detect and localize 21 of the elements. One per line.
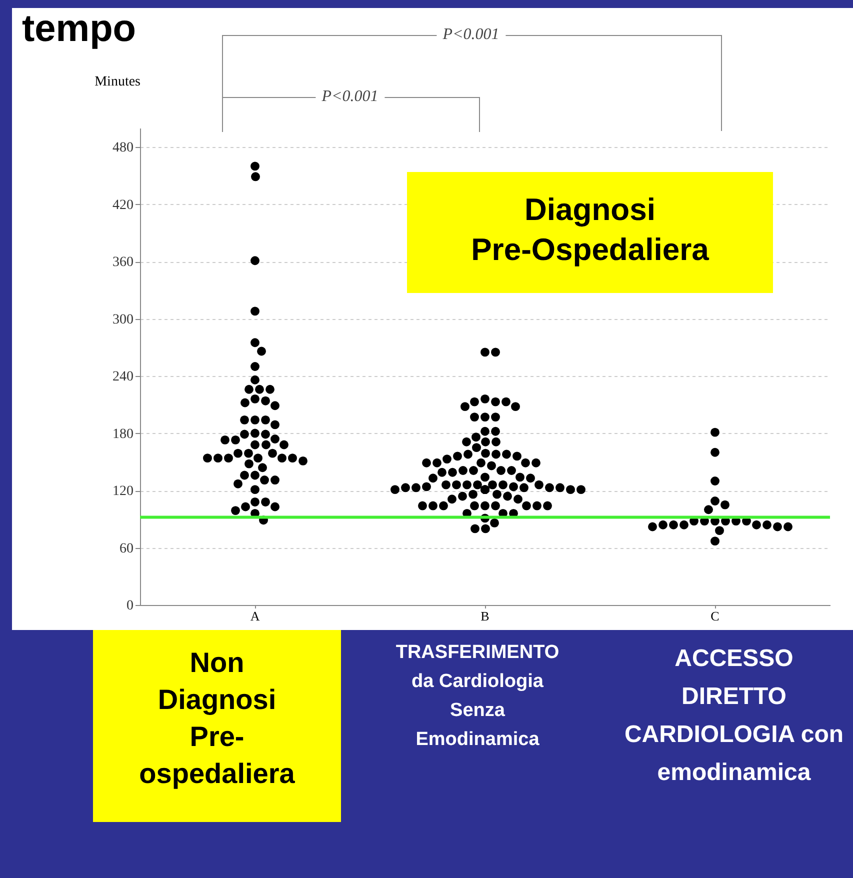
y-tick-label: 480 (112, 140, 134, 156)
chart-title: tempo (22, 8, 136, 51)
text: TRASFERIMENTO da Cardiologia Senza Emodinamica (394, 641, 560, 752)
y-tick-label: 120 (112, 484, 134, 500)
x-tick-label: C (710, 608, 720, 624)
text: Non Diagnosi Pre-ospedaliera (93, 630, 341, 822)
callout-box: Diagnosi Pre-Ospedaliera (407, 172, 773, 293)
y-tick-label: 180 (112, 426, 134, 442)
y-axis-title: Minutes (94, 74, 140, 90)
y-tick-label: 240 (112, 370, 134, 385)
text: ACCESSO DIRETTO CARDIOLOGIA con emodinamica (623, 644, 845, 788)
text: P<0.001 (316, 88, 384, 106)
text: P<0.001 (436, 26, 506, 44)
y-tick-label: 360 (112, 255, 134, 270)
y-tick-label: 0 (126, 598, 134, 614)
x-tick-label: B (480, 608, 490, 624)
annotation: Diagnosi Pre-Ospedaliera (471, 192, 709, 267)
x-tick-label: A (250, 608, 260, 624)
y-tick-label: 300 (112, 312, 134, 328)
y-tick-label: 420 (112, 198, 134, 213)
y-tick-label: 60 (120, 541, 134, 556)
